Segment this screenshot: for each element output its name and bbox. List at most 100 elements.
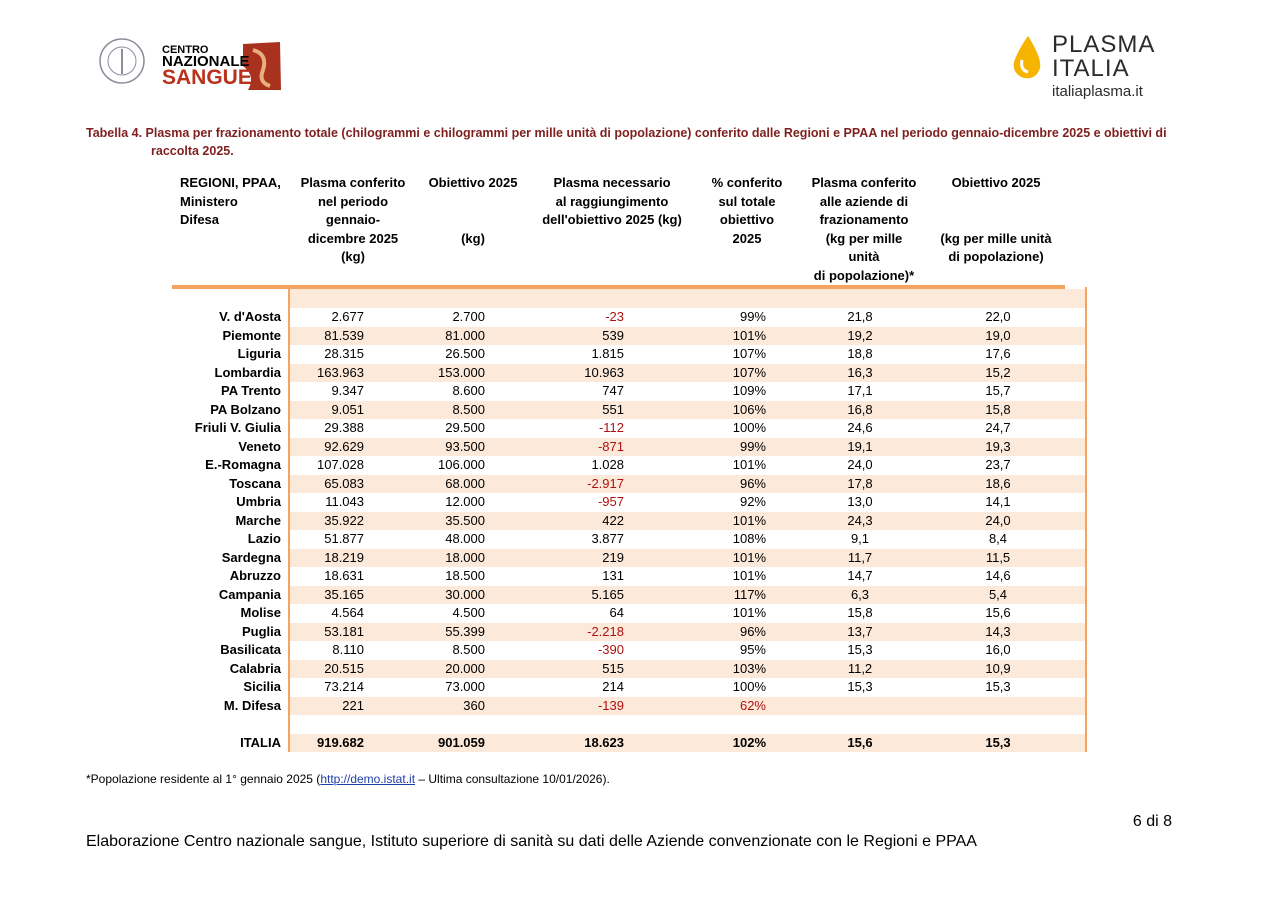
table-cell: 107% [732,364,766,380]
row-label: PA Bolzano [210,401,281,417]
table-cell: 221 [342,697,364,713]
column-header: % conferito [711,175,783,190]
table-cell: 901.059 [438,734,485,750]
table-cell: 18,8 [847,346,873,361]
table-cell: 26.500 [445,346,485,361]
row-band [289,659,1086,678]
column-header: (kg) [461,230,485,246]
table-cell: 153.000 [438,364,485,380]
table-cell: 81.539 [324,327,364,343]
table-cell: 101% [732,605,766,620]
table-cell: 15,7 [985,383,1011,398]
table-cell: 107% [732,346,766,361]
table-cell: 29.500 [445,420,485,435]
table-cell: 11,5 [985,549,1011,565]
row-label: Puglia [241,623,281,639]
table-cell: 747 [602,383,624,398]
table-cell: 55.399 [445,623,485,639]
table-cell: -139 [597,697,624,713]
row-band [289,437,1086,456]
table-cell: -23 [605,309,624,324]
table-cell: 15,3 [985,734,1011,750]
table-cell: 551 [602,401,624,417]
table-cell: 18.219 [324,549,364,565]
logo-text: SANGUE [162,66,252,89]
footnote-text: *Popolazione residente al 1° gennaio 202… [86,772,321,786]
table-cell: 19,2 [847,327,873,343]
table-cell: 24,6 [847,420,873,435]
table-cell: 24,0 [985,512,1011,528]
column-header: sul totale [718,193,776,209]
row-band [289,622,1086,641]
row-label: M. Difesa [223,697,281,713]
column-header: al raggiungimento [555,193,669,209]
table-cell: 30.000 [445,586,485,602]
table-cell: 117% [733,586,766,602]
table-cell: 96% [739,623,766,639]
table-cell: -112 [598,420,624,435]
table-cell: 11,7 [847,549,873,565]
column-header: (kg per mille [825,230,903,246]
table-cell: 16,8 [847,401,873,417]
column-header: Obiettivo 2025 [428,175,518,190]
table-cell: 29.388 [324,420,364,435]
column-header: Ministero [180,193,238,209]
table-cell: 101% [732,327,766,343]
table-cell: 17,1 [847,383,873,398]
table-cell: 99% [739,438,766,454]
row-label: Molise [240,605,281,620]
column-header: REGIONI, PPAA, [180,175,281,190]
table-cell: 9.051 [331,401,364,417]
table-cell: 93.500 [445,438,485,454]
row-label: Campania [218,586,281,602]
table-cell: 515 [602,660,624,676]
row-label: Abruzzo [229,568,281,583]
table-cell: 4.564 [331,605,364,620]
row-band [289,696,1086,715]
table-cell: 48.000 [445,531,485,546]
row-label: Lazio [247,531,281,546]
header-rule [172,285,1065,289]
table-cell: 2.700 [452,309,485,324]
row-label: Lombardia [214,364,281,380]
column-header: (kg) [341,249,365,264]
table-cell: 24,0 [847,457,873,472]
table-cell: 106.000 [438,457,485,472]
table-cell: 13,0 [847,494,873,509]
column-header: dell'obiettivo 2025 (kg) [542,212,682,227]
table-cell: 422 [602,512,624,528]
table-cell: 101% [732,457,766,472]
column-header: 2025 [732,230,762,246]
row-label: ITALIA [240,734,281,750]
table-cell: 20.000 [445,660,485,676]
table-cell: 15,2 [985,364,1011,380]
table-cell: 23,7 [985,457,1011,472]
column-header: Difesa [180,212,220,227]
row-band [289,511,1086,530]
row-label: E.-Romagna [205,457,281,472]
column-rule [1085,287,1087,752]
table-cell: 11.043 [325,494,364,509]
table-cell: 14,3 [985,623,1011,639]
footer: Elaborazione Centro nazionale sangue, Is… [86,833,977,850]
table-cell: 8.500 [452,642,485,657]
table-cell: 16,3 [847,364,873,380]
row-label: Marche [235,512,281,528]
row-band [289,289,1086,308]
row-label: Piemonte [222,327,281,343]
column-header: nel periodo [317,193,389,209]
table-cell: 13,7 [847,623,873,639]
table-cell: 95% [739,642,766,657]
footnote-link[interactable]: http://demo.istat.it [320,772,416,786]
logo-text: PLASMA [1052,31,1156,58]
row-band [289,363,1086,382]
table-cell: 18.500 [445,568,485,583]
table-cell: 8.600 [452,383,485,398]
table-cell: 18,6 [985,475,1011,491]
table-cell: 81.000 [445,327,485,343]
table-cell: 5,4 [988,586,1008,602]
table-cell: 15,8 [985,401,1011,417]
table-cell: 73.214 [324,679,364,694]
table-cell: 360 [463,697,485,713]
